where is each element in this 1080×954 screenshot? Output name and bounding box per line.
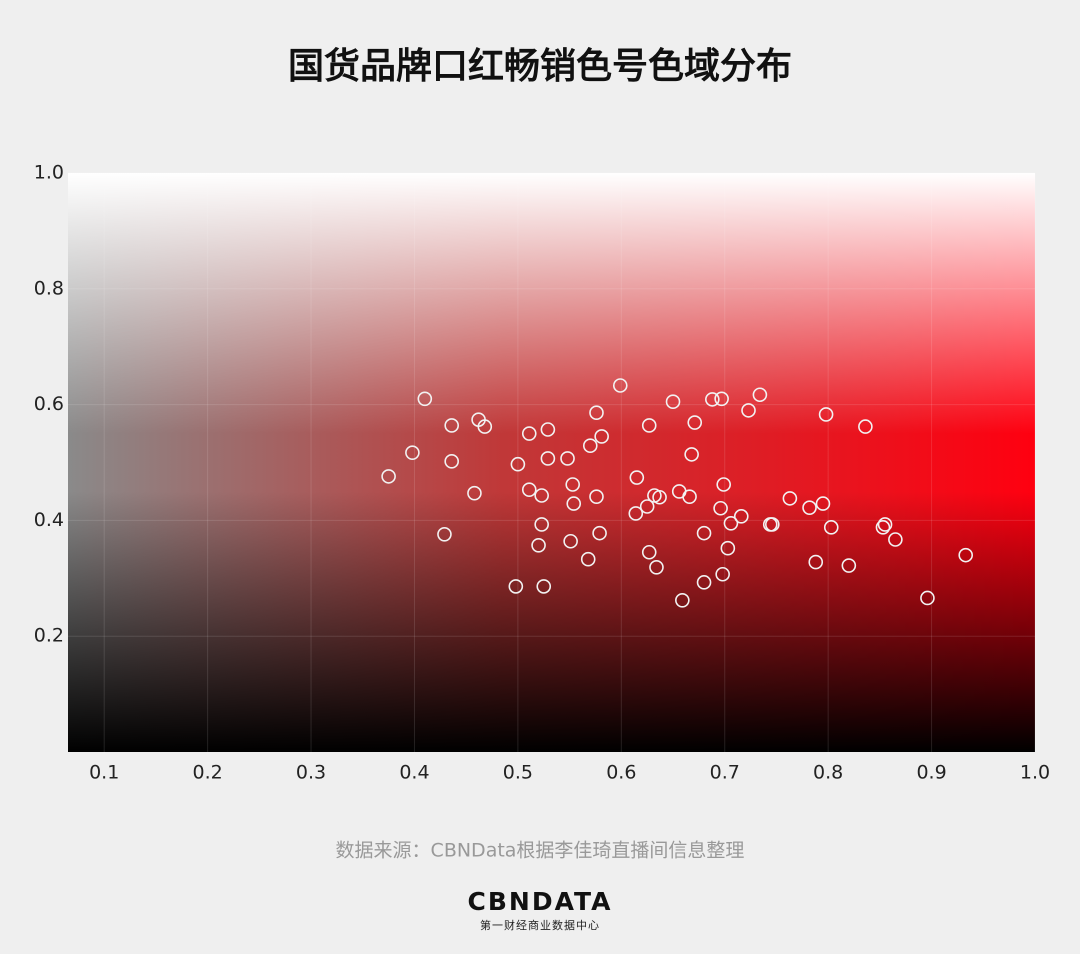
point [589,489,604,504]
point [582,438,598,454]
point [639,499,655,514]
point [823,520,839,535]
point [444,454,459,469]
point [649,559,664,575]
point [566,496,582,511]
x-tick-label: 0.9 [916,762,946,784]
x-tick-label: 0.4 [399,762,429,784]
point [958,547,974,563]
y-tick-label: 0.6 [34,393,64,415]
point [716,477,731,492]
point [521,482,537,498]
point [765,517,780,532]
point [696,525,712,541]
logo: CBNDATA [468,887,613,916]
point [714,391,729,407]
point [536,579,552,594]
point [508,579,524,594]
point [417,391,433,407]
point [531,537,546,553]
point [594,429,609,444]
point [858,419,873,434]
point [684,447,699,462]
point [720,540,736,556]
point [405,445,420,460]
x-tick-label: 0.1 [89,762,119,784]
y-tick-label: 0.4 [34,509,64,531]
x-tick-label: 0.7 [710,762,740,784]
point [477,419,493,434]
point [467,485,482,501]
chart-title: 国货品牌口红畅销色号色域分布 [288,46,792,87]
point [713,500,728,516]
point [612,378,628,393]
point [534,517,549,532]
point [782,491,798,506]
point [641,544,657,560]
point [815,496,831,511]
point [841,558,857,573]
point [705,392,720,407]
point [381,469,396,484]
point [733,509,749,524]
point [652,489,667,505]
point [540,451,556,466]
point [818,407,834,422]
point [675,593,690,608]
point [521,426,537,441]
point [696,575,712,590]
point [741,403,756,418]
point [540,422,556,437]
logo-subtitle: 第一财经商业数据中心 [480,918,600,932]
point [877,517,893,532]
point [534,488,549,503]
point [510,456,526,472]
x-tick-label: 0.3 [296,762,326,784]
point [682,489,697,504]
point [687,415,703,430]
point [715,566,730,582]
plot-layer: 0.2 0.4 0.6 0.8 1.0 0.1 0.2 0.3 0.4 0.5 0.6 0.7 0.8 0… [34,162,1050,784]
point [437,526,452,542]
point [580,551,596,567]
y-tick-label: 0.2 [34,625,64,647]
point [808,554,824,570]
point [920,590,935,606]
x-tick-label: 0.2 [193,762,223,784]
point [641,418,657,433]
point [563,533,578,549]
point [589,405,604,421]
point [628,506,644,521]
point [888,532,903,547]
point [665,394,681,410]
x-tick-label: 0.5 [503,762,533,784]
y-tick-label: 1.0 [34,162,64,184]
source-note: 数据来源：CBNData根据李佳琦直播间信息整理 [336,840,745,862]
point [560,451,575,466]
point [752,387,768,403]
point [723,515,739,531]
point [592,525,607,541]
y-tick-label: 0.8 [34,277,64,299]
point [629,470,645,485]
point [802,500,817,515]
plot-shade [68,173,1035,752]
x-tick-label: 0.6 [606,762,636,784]
point [875,520,891,535]
point [565,477,581,492]
x-tick-label: 0.8 [813,762,843,784]
x-tick-label: 1.0 [1020,762,1050,784]
point [444,418,459,433]
